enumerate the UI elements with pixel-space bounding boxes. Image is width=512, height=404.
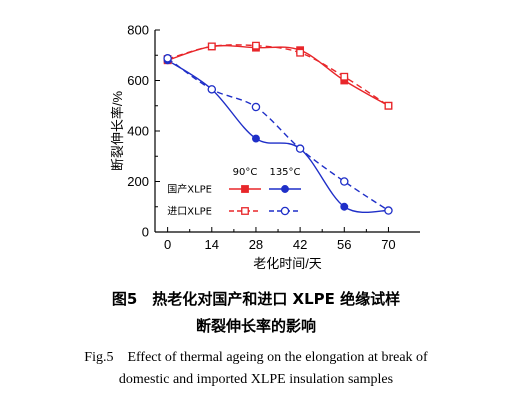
x-tick-label: 0: [164, 237, 171, 252]
data-point: [340, 72, 349, 81]
series-line: [167, 44, 389, 107]
caption-en-line1: Fig.5 Effect of thermal ageing on the el…: [84, 350, 428, 365]
data-point: [163, 54, 172, 63]
legend-marker: [281, 185, 289, 193]
series-2-points: [163, 41, 393, 110]
series-4-points: [163, 54, 393, 215]
legend-marker: [241, 207, 249, 215]
caption-cn-line1: 图5 热老化对国产和进口 XLPE 绝缘试样: [111, 290, 401, 308]
x-axis-label: 老化时间/天: [253, 256, 322, 271]
elongation-chart: 0 200 400 600 800 0 14 28 42 56 70 老化时间/天 断裂伸长率/% 90…: [110, 23, 420, 271]
series-1: [167, 44, 389, 107]
y-tick-label: 600: [127, 73, 149, 88]
legend-header-135: 135°C: [269, 167, 300, 178]
data-point: [340, 177, 349, 186]
y-tick-label: 200: [127, 174, 149, 189]
series-4: [167, 57, 389, 212]
data-point: [384, 101, 393, 110]
data-point: [207, 85, 217, 94]
x-tick-label: 14: [205, 237, 219, 252]
legend: 90°C 135°C 国产XLPE 进口XLPE: [167, 167, 301, 218]
legend-header-90: 90°C: [233, 167, 258, 178]
series-2: [167, 44, 389, 107]
axes: 0 200 400 600 800 0 14 28 42 56 70 老化时间/天 断裂伸长率/%: [110, 23, 420, 271]
data-point: [207, 42, 216, 51]
data-point: [252, 41, 260, 50]
data-point: [340, 202, 349, 211]
legend-marker: [280, 206, 290, 216]
data-point: [384, 206, 393, 215]
x-tick-label: 56: [337, 237, 351, 252]
x-tick-label: 28: [249, 237, 263, 252]
data-point: [252, 134, 260, 143]
x-tick-label: 70: [381, 237, 395, 252]
series-line: [167, 57, 389, 212]
legend-label-domestic: 国产XLPE: [167, 183, 212, 196]
series-line: [167, 44, 389, 107]
series-group: [163, 41, 393, 215]
data-point: [251, 102, 261, 112]
x-tick-label: 42: [293, 237, 307, 252]
y-tick-label: 400: [127, 124, 149, 139]
y-tick-label: 800: [127, 23, 149, 38]
caption-cn-line2: 断裂伸长率的影响: [195, 317, 316, 335]
y-axis-label: 断裂伸长率/%: [110, 90, 125, 171]
y-tick-label: 0: [142, 225, 149, 240]
data-point: [295, 144, 305, 153]
series-1-points: [163, 42, 393, 110]
legend-label-imported: 进口XLPE: [167, 206, 212, 218]
legend-marker: [241, 185, 249, 193]
caption-en-line2: domestic and imported XLPE insulation sa…: [118, 372, 394, 387]
data-point: [296, 48, 305, 57]
